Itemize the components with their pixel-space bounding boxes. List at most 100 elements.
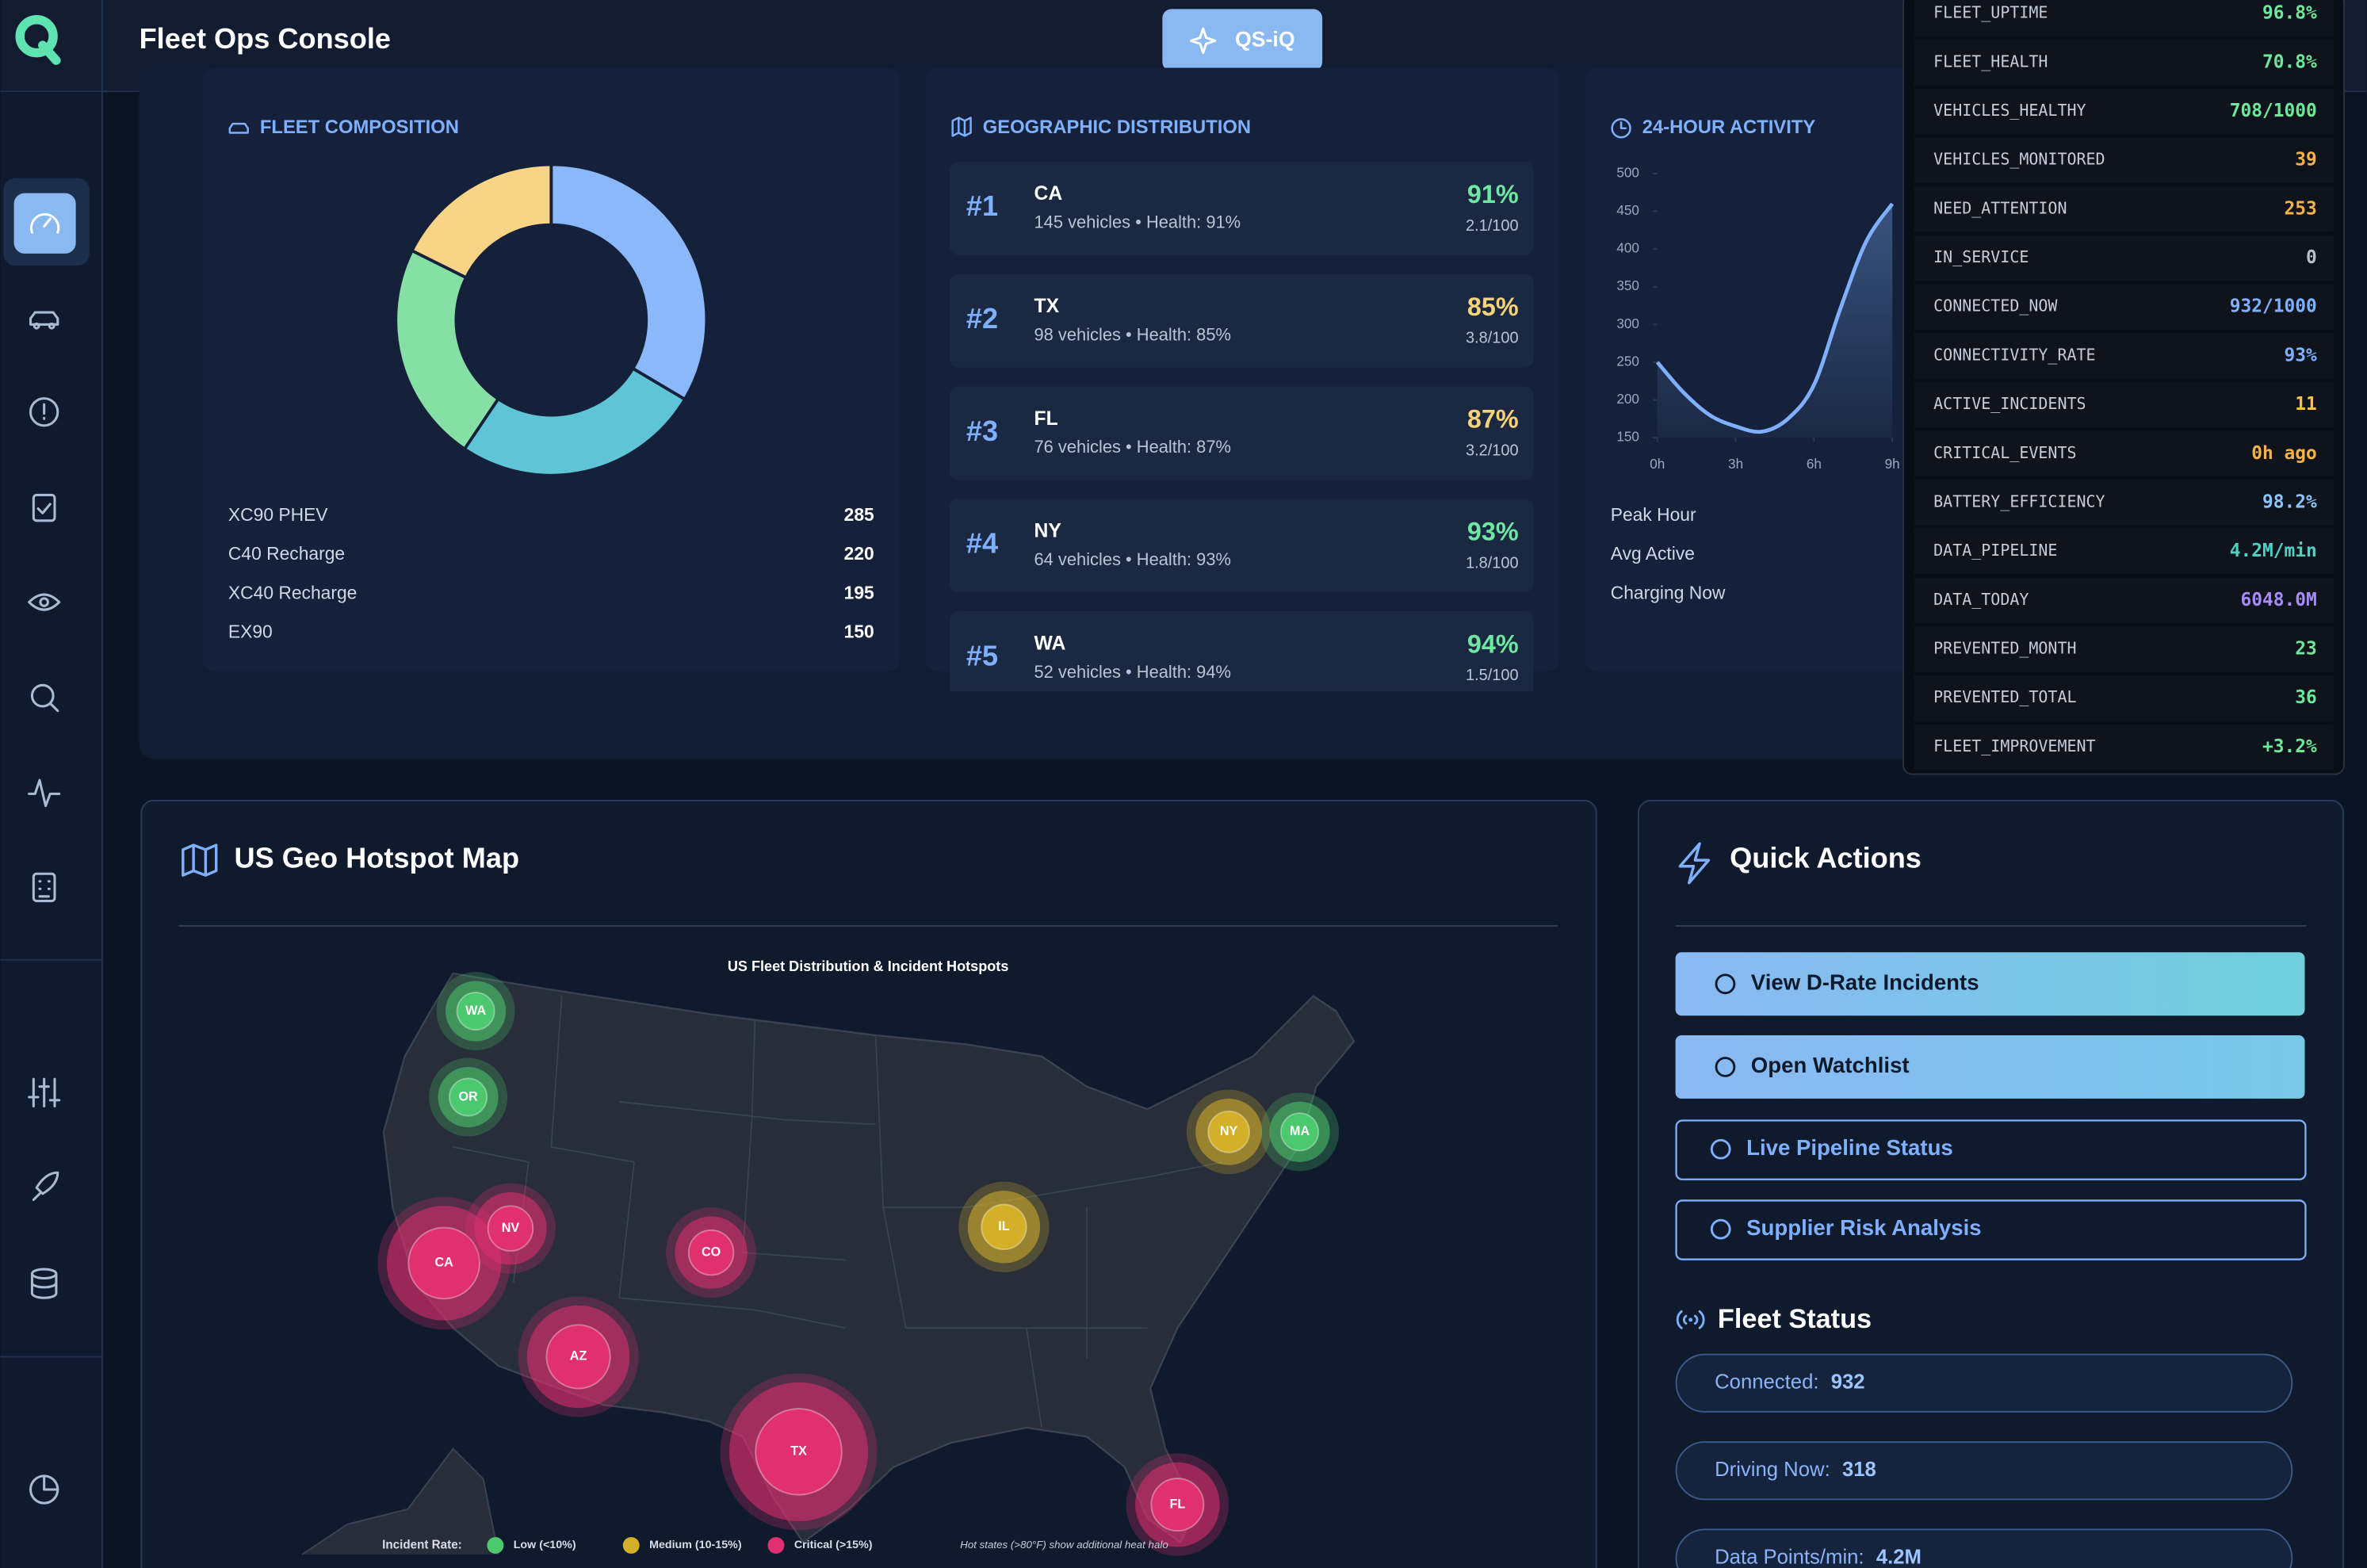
status-pill bbox=[1675, 1528, 2293, 1568]
x-tick-label: 3h bbox=[1728, 456, 1743, 472]
nav-alerts[interactable] bbox=[29, 397, 59, 427]
geo-score: 2.1/100 bbox=[1466, 217, 1519, 235]
geo-rank: #1 bbox=[966, 189, 998, 222]
metric-value: 98.2% bbox=[2262, 491, 2317, 512]
hotspots: WA OR CA NV CO AZ TX IL NY MA FL bbox=[377, 972, 1340, 1556]
fleet-status-list: Connected: 932 Driving Now: 318 Data Points/… bbox=[1675, 1353, 2293, 1568]
hotspot-label: AZ bbox=[570, 1349, 587, 1363]
geo-score: 1.8/100 bbox=[1466, 554, 1519, 572]
status-value: 318 bbox=[1842, 1459, 1876, 1481]
metric-value: 6048.0M bbox=[2241, 590, 2317, 610]
panel-title: Quick Actions bbox=[1730, 842, 1922, 874]
status-label: Data Points/min: bbox=[1715, 1546, 1864, 1568]
fleet-composition-card bbox=[202, 67, 901, 672]
action-button[interactable]: Supplier Risk Analysis bbox=[1675, 1199, 2307, 1260]
hotspot-label: IL bbox=[998, 1219, 1009, 1233]
geo-detail: 145 vehicles • Health: 91% bbox=[1034, 212, 1241, 232]
metric-row bbox=[1914, 235, 2334, 281]
card-icon bbox=[1611, 118, 1631, 139]
section-icon bbox=[1676, 1310, 1705, 1329]
activity-stats: Peak Hour Avg Active Charging Now bbox=[1611, 504, 1726, 602]
hotspot-core bbox=[545, 1324, 611, 1390]
metric-row bbox=[1914, 430, 2334, 476]
button-icon bbox=[1715, 1057, 1736, 1077]
metric-key: DATA_PIPELINE bbox=[1933, 541, 2057, 560]
activity-chart: 150 200 250 300 350 400 450 500 0h 3h 6h 9h bbox=[1616, 164, 1899, 471]
metric-value: 932/1000 bbox=[2230, 296, 2317, 317]
geo-state: WA bbox=[1034, 633, 1066, 654]
button-icon bbox=[1710, 1138, 1731, 1160]
geo-row bbox=[949, 273, 1534, 368]
geo-list: #1 CA 145 vehicles • Health: 91% 91% 2.1/100… bbox=[949, 161, 1534, 691]
metric-key: PREVENTED_MONTH bbox=[1933, 638, 2076, 657]
composition-list: XC90 PHEV 285 C40 Recharge 220 XC40 Recharge… bbox=[228, 504, 874, 641]
metric-value: 4.2M/min bbox=[2230, 541, 2317, 561]
nav-search[interactable] bbox=[30, 683, 59, 713]
button-label: View D-Rate Incidents bbox=[1751, 970, 1979, 995]
card-icon bbox=[951, 117, 972, 137]
geo-row bbox=[949, 499, 1534, 593]
hotspot-label: FL bbox=[1170, 1497, 1186, 1511]
qs-iq-button[interactable]: QS-iQ bbox=[1162, 9, 1323, 71]
activity-line bbox=[1655, 202, 1895, 434]
metric-value: 70.8% bbox=[2262, 52, 2317, 72]
action-button[interactable]: Live Pipeline Status bbox=[1675, 1119, 2307, 1180]
hotspot-core bbox=[456, 991, 495, 1031]
y-tick-label: 250 bbox=[1616, 353, 1639, 369]
nav-deploy[interactable] bbox=[32, 1171, 59, 1202]
hotspot-core bbox=[1207, 1110, 1251, 1153]
section-icon bbox=[1688, 1318, 1693, 1322]
donut-chart bbox=[394, 163, 709, 477]
legend-label: Low (<10%) bbox=[514, 1539, 576, 1551]
model-count: 150 bbox=[844, 621, 874, 641]
geo-rank: #4 bbox=[966, 527, 998, 560]
nav-activity[interactable] bbox=[28, 778, 61, 808]
metric-row bbox=[1914, 724, 2334, 770]
metric-row bbox=[1914, 137, 2334, 183]
legend-swatch bbox=[767, 1536, 785, 1554]
hotspot-core bbox=[1150, 1478, 1205, 1532]
metric-key: ACTIVE_INCIDENTS bbox=[1933, 394, 2086, 413]
model-count: 195 bbox=[844, 582, 874, 602]
action-button[interactable]: View D-Rate Incidents bbox=[1675, 952, 2305, 1016]
nav-watch[interactable] bbox=[28, 593, 61, 611]
panel-icon bbox=[182, 843, 218, 877]
nav-vehicles[interactable] bbox=[29, 311, 59, 330]
donut-segment bbox=[462, 366, 687, 477]
nav-dashboard[interactable] bbox=[13, 193, 76, 254]
legend-note: Hot states (>80°F) show additional heat … bbox=[960, 1539, 1168, 1551]
y-tick-label: 300 bbox=[1616, 316, 1639, 331]
alaska-outline bbox=[301, 1448, 499, 1555]
legend-swatch bbox=[487, 1536, 504, 1554]
metric-key: FLEET_UPTIME bbox=[1933, 3, 2048, 22]
nav-tasks[interactable] bbox=[32, 493, 56, 522]
geo-row bbox=[949, 161, 1534, 255]
metric-value: 708/1000 bbox=[2230, 101, 2317, 121]
button-bg bbox=[1675, 1119, 2307, 1180]
y-tick-label: 350 bbox=[1616, 277, 1639, 293]
metric-value: 0h ago bbox=[2251, 443, 2316, 464]
metric-row bbox=[1914, 284, 2334, 330]
metrics-list: FLEET_UPTIME 96.8% FLEET_HEALTH 70.8% VEHICL… bbox=[1914, 0, 2334, 770]
action-button[interactable]: Open Watchlist bbox=[1675, 1034, 2305, 1099]
nav-building[interactable] bbox=[32, 872, 56, 903]
nav-database[interactable] bbox=[30, 1268, 58, 1299]
model-name: EX90 bbox=[228, 621, 273, 641]
card-title: FLEET COMPOSITION bbox=[260, 117, 459, 138]
nav-reports[interactable] bbox=[29, 1474, 59, 1505]
hotspot-core bbox=[487, 1205, 534, 1252]
section-title: Fleet Status bbox=[1718, 1304, 1872, 1334]
map: WA OR CA NV CO AZ TX IL NY MA FL Incident Rate: Low… bbox=[301, 972, 1356, 1556]
hotspot-label: NY bbox=[1220, 1124, 1238, 1138]
button-bg bbox=[1675, 952, 2305, 1016]
geo-health: 91% bbox=[1467, 180, 1519, 208]
button-bg bbox=[1675, 1199, 2307, 1260]
app-title: Fleet Ops Console bbox=[140, 22, 391, 55]
nav-settings[interactable] bbox=[28, 1077, 61, 1107]
geo-score: 1.5/100 bbox=[1466, 667, 1519, 684]
geo-score: 3.2/100 bbox=[1466, 442, 1519, 460]
geo-detail: 64 vehicles • Health: 93% bbox=[1034, 549, 1231, 569]
metric-key: CONNECTED_NOW bbox=[1933, 296, 2058, 316]
hotspot-label: TX bbox=[790, 1444, 807, 1459]
